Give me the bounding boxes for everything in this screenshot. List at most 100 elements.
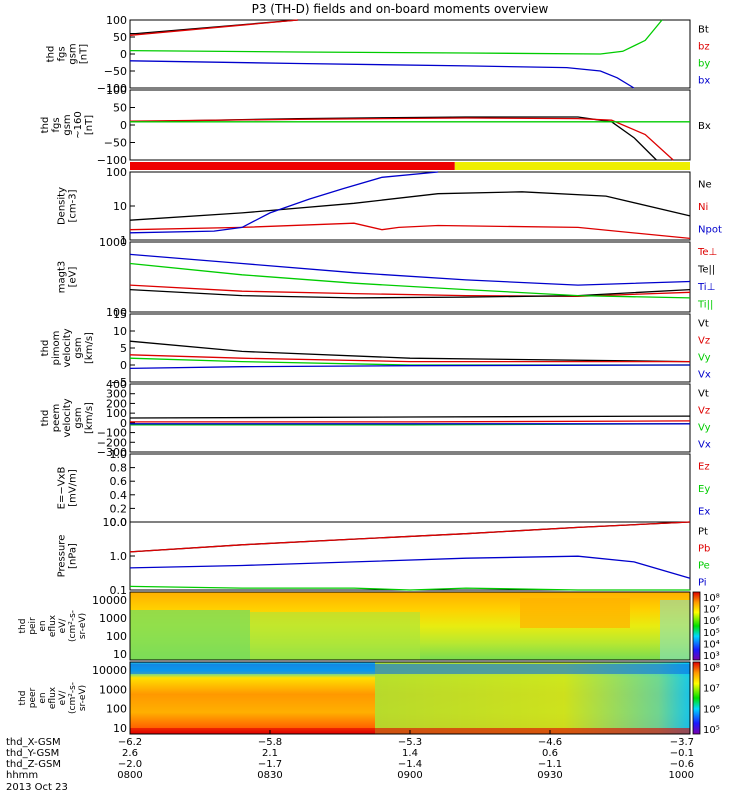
legend-Ti⊥: Ti⊥ [697, 282, 715, 293]
xtick-label: −0.1 [670, 748, 694, 759]
legend-Vx: Vx [698, 440, 711, 451]
series-Ti⊥ [129, 253, 691, 286]
colorbar-tick-label: 10⁵ [703, 628, 720, 639]
spec-ytick-label: 1000 [99, 612, 127, 625]
xtick-label: 2.6 [122, 748, 138, 759]
colorbar-tick-label: 10⁵ [703, 725, 720, 736]
panel-pimom-velocity: 15 10 5 0 −5 thdpimomvelocitygsm[km/s] Vt Vz Vy V… [40, 308, 711, 389]
panel-frame [129, 241, 691, 313]
legend-Ex: Ex [698, 507, 710, 518]
panel-efield: 1.00.80.60.40.20.0 E=−VxB[mV/m] Ez Ey Ex [57, 448, 711, 529]
series-Ni [129, 222, 691, 240]
spec-ytick-label: 10 [113, 722, 127, 735]
ytick-label: −300 [97, 446, 127, 459]
panel-temperature: 1000 100 magt3[eV] Te⊥ Te|| Ti⊥ Ti|| [57, 236, 718, 319]
panel-fgs-zoom: 100 50 0 −50 −100 thdfgsgsm~160[nT] Bx [40, 84, 711, 167]
ytick-label: 200 [106, 397, 127, 410]
legend-Vy: Vy [698, 423, 711, 434]
xaxis-row-label: 2013 Oct 23 [6, 782, 68, 793]
ytick-label: 10.0 [103, 516, 128, 529]
xtick-label: −1.7 [258, 759, 282, 770]
ytick-label: 0.1 [110, 584, 128, 597]
series-Npot [129, 171, 439, 234]
panel-frame [129, 521, 691, 591]
legend-Te⊥: Te⊥ [697, 247, 717, 258]
ytick-label: 0.2 [110, 502, 128, 515]
series-by [129, 19, 663, 55]
ytick-label: 1.0 [110, 448, 128, 461]
series-Te|| [129, 288, 691, 299]
xtick-label: −0.6 [670, 759, 694, 770]
legend-Ey: Ey [698, 484, 710, 495]
xtick-label: −4.6 [538, 737, 562, 748]
panel-pressure: 10.0 1.0 0.1 Pressure[nPa] Pt Pb Pe Pi [57, 516, 711, 597]
xtick-label: 0.6 [542, 748, 558, 759]
xtick-label: −1.4 [398, 759, 422, 770]
spectrogram-peer [129, 661, 691, 735]
panel-frame [129, 453, 691, 523]
ytick-label: 15 [113, 308, 127, 321]
panel-frame [129, 313, 691, 383]
ytick-label: 0.4 [110, 489, 128, 502]
ytick-label: 0 [120, 48, 127, 61]
ylabel-temperature: magt3[eV] [57, 261, 79, 294]
ytick-label: 50 [113, 102, 127, 115]
ytick-label: 10 [113, 200, 127, 213]
ytick-label: 0 [120, 417, 127, 430]
ylabel-pimom-velocity: thdpimomvelocitygsm[km/s] [40, 328, 95, 367]
series-Ti|| [129, 262, 691, 299]
legend-Bt: Bt [698, 25, 709, 36]
colorbar-tick-label: 10³ [703, 651, 720, 662]
chart-title: P3 (TH-D) fields and on-board moments ov… [252, 2, 549, 16]
ytick-label: 0 [120, 119, 127, 132]
ytick-label: 100 [106, 407, 127, 420]
ytick-label: −100 [97, 154, 127, 167]
spec-ytick-label: 10 [113, 648, 127, 661]
colorbar-tick-label: 10⁸ [703, 593, 720, 604]
ytick-label: 10 [113, 325, 127, 338]
xtick-label: 2.1 [262, 748, 278, 759]
ytick-label: 1 [120, 234, 127, 247]
colorbar-tick-label: 10⁶ [703, 616, 720, 627]
xaxis-row-label: thd_Y-GSM [6, 748, 59, 759]
legend-Pb: Pb [698, 544, 710, 555]
series-Bx [129, 116, 657, 161]
ytick-label: 0.8 [110, 462, 128, 475]
ytick-label: 1.0 [110, 550, 128, 563]
panel-fgs: 100 50 0 −50 −100 thdfgsgsm[nT] Bt bz by bx [46, 14, 711, 95]
legend-Ne: Ne [698, 179, 712, 190]
panel-group: 100500−50−100thdfgsgsm[nT]Btbzbybx100500… [40, 14, 722, 597]
series-Pi [129, 555, 691, 579]
ylabel-fgs-zoom: thdfgsgsm~160[nT] [40, 111, 95, 138]
legend-Pt: Pt [698, 527, 708, 538]
legend-Pi: Pi [698, 578, 707, 589]
panel-density: 100 10 1 Density[cm-3] Ne Ni Npot [57, 166, 722, 247]
xtick-label: 0930 [537, 770, 562, 781]
colorbar-tick-label: 10⁶ [703, 704, 720, 715]
legend-Vy: Vy [698, 353, 711, 364]
xtick-label: −5.8 [258, 737, 282, 748]
legend-Vz: Vz [698, 406, 710, 417]
legend-by: by [698, 59, 710, 70]
series-Vz [130, 420, 691, 423]
ytick-label: 100 [106, 306, 127, 319]
ylabel-pressure: Pressure[nPa] [57, 535, 79, 578]
series-Vx [129, 364, 691, 370]
ytick-label: 50 [113, 31, 127, 44]
ylabel-peer: thdpeerenefluxeV/(cm²-s-sr-eV) [18, 682, 88, 714]
colorbar-peir [692, 591, 701, 661]
ytick-label: 100 [106, 84, 127, 97]
ytick-label: 5 [120, 342, 127, 355]
legend-Npot: Npot [698, 225, 722, 236]
ytick-label: −5 [111, 376, 127, 389]
ytick-label: 100 [106, 14, 127, 27]
series-Vz [129, 354, 690, 363]
colorbar-tick-label: 10⁷ [703, 605, 720, 616]
xtick-label: −2.0 [118, 759, 142, 770]
colorbar-tick-label: 10⁸ [703, 663, 720, 674]
xtick-label: 0830 [257, 770, 282, 781]
legend-Bx: Bx [698, 121, 711, 132]
ylabel-efield: E=−VxB[mV/m] [57, 467, 79, 510]
ytick-label: −200 [97, 436, 127, 449]
